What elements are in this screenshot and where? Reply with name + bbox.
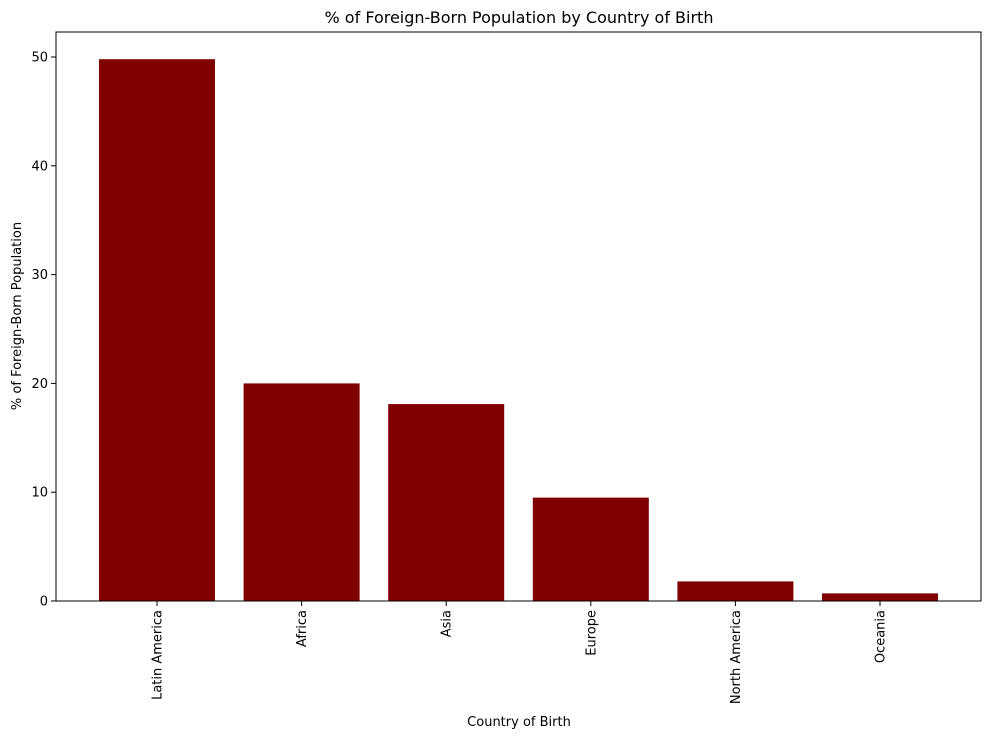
y-tick-label: 30 (31, 268, 48, 283)
x-tick-label: Oceania (874, 610, 889, 663)
x-axis-label: Country of Birth (467, 715, 571, 730)
bar-asia (388, 404, 505, 601)
y-tick-label: 0 (40, 595, 48, 610)
y-tick-label: 10 (31, 486, 48, 501)
bar-north-america (677, 581, 794, 601)
y-axis-label: % of Foreign-Born Population (10, 222, 25, 410)
bar-africa (243, 383, 360, 601)
y-tick-label: 40 (31, 159, 48, 174)
x-tick-label: Asia (440, 610, 455, 637)
y-tick-label: 20 (31, 377, 48, 392)
y-tick-label: 50 (31, 51, 48, 66)
x-tick-label: North America (729, 610, 744, 704)
bar-latin-america (99, 59, 215, 601)
plot-frame (55, 31, 982, 602)
plot-area: 0 10 20 30 40 50 Latin America Africa Asia Europe… (31, 31, 982, 704)
x-tick-label: Europe (584, 610, 599, 656)
x-tick-label: Africa (295, 610, 310, 647)
bar-oceania (822, 593, 938, 601)
bar-europe (532, 497, 649, 601)
chart-title: % of Foreign-Born Population by Country … (325, 8, 714, 27)
x-tick-label: Latin America (151, 610, 166, 700)
